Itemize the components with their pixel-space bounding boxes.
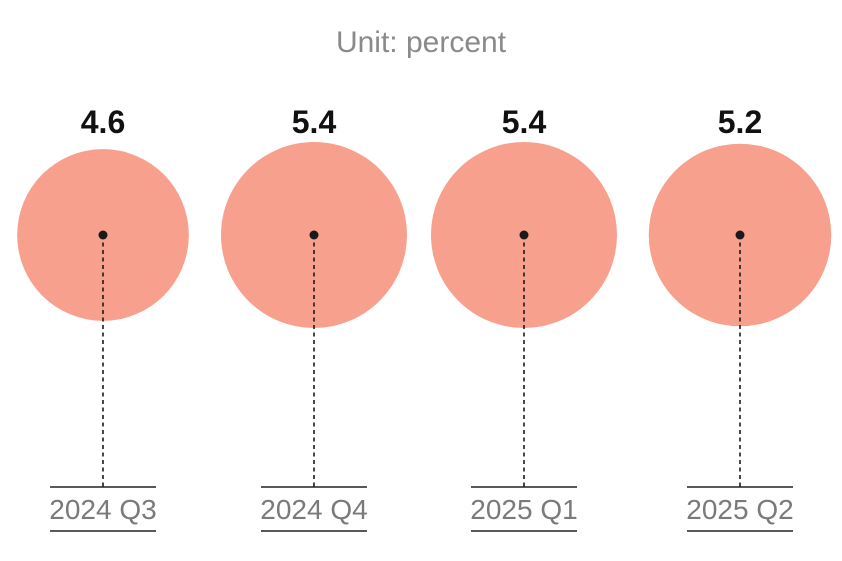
category-label-3: 2025 Q1 (470, 494, 577, 525)
center-dot-2 (309, 230, 319, 240)
center-dot-4 (735, 230, 745, 240)
center-dot-3 (519, 230, 529, 240)
category-label-2: 2024 Q4 (260, 494, 367, 525)
chart-marks: 4.6 2024 Q3 5.4 2024 Q4 5.4 2025 Q1 5.2 2025 Q2 (17, 104, 832, 532)
category-label-1: 2024 Q3 (49, 494, 156, 525)
category-label-4: 2025 Q2 (686, 494, 793, 525)
value-label-2: 5.4 (292, 104, 337, 140)
value-label-4: 5.2 (718, 104, 762, 140)
value-label-1: 4.6 (81, 104, 125, 140)
value-label-3: 5.4 (502, 104, 547, 140)
center-dot-1 (98, 230, 108, 240)
unit-label: Unit: percent (336, 26, 507, 59)
